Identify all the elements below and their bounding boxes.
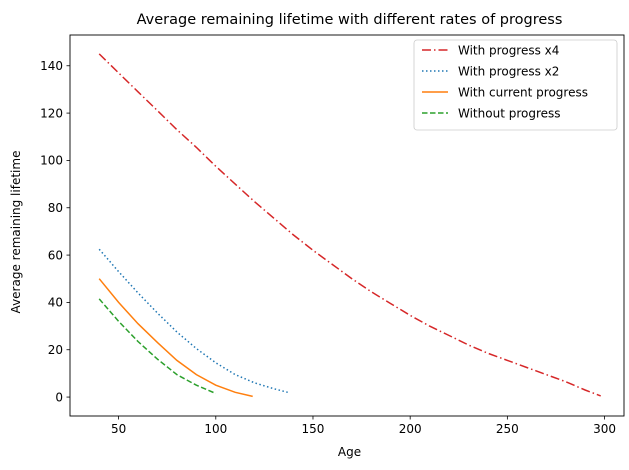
y-axis-label: Average remaining lifetime [9, 151, 23, 314]
chart-title: Average remaining lifetime with differen… [137, 12, 563, 28]
y-axis: 0 20 40 60 80 100 120 140 [40, 59, 70, 404]
series-line-2 [98, 248, 288, 394]
y-tick-label: 120 [40, 106, 63, 120]
legend: With progress x4 With progress x2 With cur… [413, 39, 618, 131]
legend-label: With progress x4 [458, 43, 559, 57]
y-tick-label: 60 [48, 248, 63, 262]
x-tick-label: 250 [496, 422, 519, 436]
series-line-4 [98, 298, 217, 395]
series-line-1 [98, 53, 601, 397]
x-axis-label: Age [338, 445, 361, 459]
series-line-3 [98, 278, 253, 398]
x-axis: 50 100 150 200 250 300 [111, 416, 616, 436]
legend-box [413, 39, 618, 131]
x-tick-label: 50 [111, 422, 126, 436]
x-tick-label: 200 [399, 422, 422, 436]
legend-label: With progress x2 [458, 64, 559, 78]
plot-frame [69, 34, 625, 417]
legend-label: Without progress [458, 106, 561, 120]
x-tick-label: 100 [204, 422, 227, 436]
y-tick-label: 0 [55, 390, 63, 404]
series-lines [98, 53, 601, 398]
y-tick-label: 40 [48, 296, 63, 310]
x-tick-label: 300 [593, 422, 616, 436]
y-tick-label: 80 [48, 201, 63, 215]
x-tick-label: 150 [302, 422, 325, 436]
y-tick-label: 20 [48, 343, 63, 357]
y-tick-label: 140 [40, 59, 63, 73]
legend-label: With current progress [458, 85, 588, 99]
y-tick-label: 100 [40, 154, 63, 168]
